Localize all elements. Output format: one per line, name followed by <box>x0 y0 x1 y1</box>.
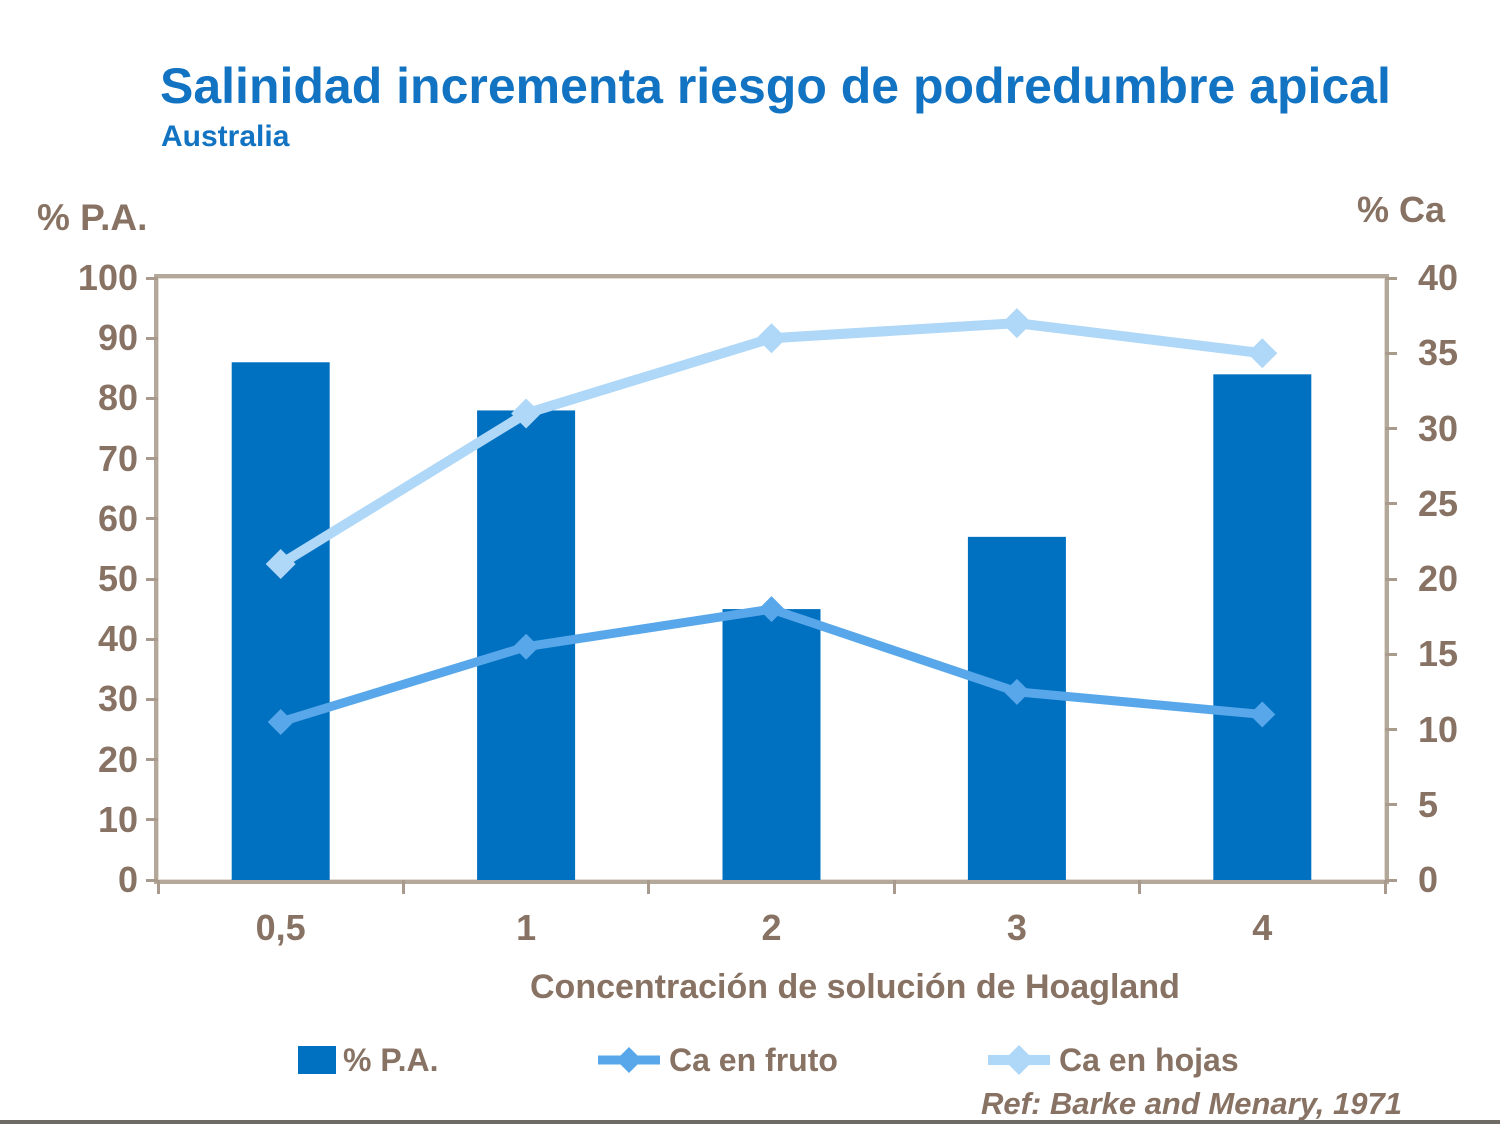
right-tick-30 <box>1385 427 1397 430</box>
left-axis-title: % P.A. <box>37 197 148 238</box>
x-tick-label-4: 4 <box>1252 907 1273 948</box>
left-tick-label-20: 20 <box>97 738 138 780</box>
right-tick-label-0: 0 <box>1418 859 1439 900</box>
x-axis-title: Concentración de solución de Hoagland <box>530 968 1180 1006</box>
left-tick-label-10: 10 <box>97 798 138 840</box>
bar-2 <box>722 609 821 880</box>
slide-title: Salinidad incrementa riesgo de podredumb… <box>160 58 1391 114</box>
x-tick-label-3: 3 <box>1006 907 1027 948</box>
right-tick-10 <box>1385 728 1397 731</box>
left-tick-label-0: 0 <box>117 859 138 900</box>
marker-ca-en-fruto-1 <box>513 633 540 660</box>
right-axis-title: % Ca <box>1357 189 1446 230</box>
right-tick-0 <box>1385 878 1397 882</box>
legend-diamond-icon-ca-en-hojas <box>1004 1045 1034 1075</box>
x-tick-3 <box>892 880 896 894</box>
marker-ca-en-fruto-4 <box>1249 701 1276 728</box>
left-tick-label-70: 70 <box>97 437 138 479</box>
right-tick-label-20: 20 <box>1418 558 1459 599</box>
right-tick-15 <box>1385 652 1397 656</box>
marker-ca-en-fruto-0,5 <box>267 708 294 735</box>
left-tick-label-90: 90 <box>97 317 138 359</box>
x-tick-2 <box>647 880 651 894</box>
legend-item-ca-en-hojas: Ca en hojas <box>986 1040 1239 1080</box>
left-tick-30 <box>146 697 158 701</box>
legend-item-ca-en-fruto: Ca en fruto <box>596 1040 838 1080</box>
bar-0,5 <box>231 362 330 880</box>
x-tick-label-1: 1 <box>516 907 537 948</box>
right-tick-35 <box>1385 351 1397 355</box>
marker-ca-en-hojas-3 <box>1001 308 1032 339</box>
marker-ca-en-fruto-3 <box>1003 678 1030 705</box>
left-tick-0 <box>146 878 158 882</box>
legend-item--p-a-: % P.A. <box>298 1040 438 1080</box>
slide-subtitle: Australia <box>161 120 290 153</box>
right-tick-label-25: 25 <box>1418 482 1459 524</box>
left-tick-label-60: 60 <box>97 497 138 539</box>
right-tick-label-10: 10 <box>1418 708 1459 750</box>
left-tick-label-80: 80 <box>97 377 138 419</box>
left-tick-50 <box>146 577 158 581</box>
right-tick-label-30: 30 <box>1418 407 1459 449</box>
marker-ca-en-fruto-2 <box>758 596 785 623</box>
left-tick-60 <box>146 517 158 521</box>
x-tick-1 <box>401 880 405 894</box>
marker-ca-en-hojas-4 <box>1247 338 1278 369</box>
left-tick-label-50: 50 <box>97 558 138 599</box>
bar-4 <box>1213 374 1312 880</box>
right-tick-5 <box>1385 803 1397 807</box>
x-tick-label-2: 2 <box>761 907 782 948</box>
left-tick-20 <box>146 758 158 762</box>
right-tick-label-40: 40 <box>1418 257 1459 298</box>
left-tick-70 <box>146 457 158 461</box>
legend-diamond-icon-ca-en-fruto <box>616 1047 642 1073</box>
left-tick-100 <box>146 276 158 280</box>
right-tick-label-5: 5 <box>1418 783 1439 825</box>
left-tick-label-30: 30 <box>97 678 138 720</box>
right-tick-40 <box>1385 276 1397 280</box>
left-tick-label-40: 40 <box>97 618 138 660</box>
right-tick-label-15: 15 <box>1418 633 1459 675</box>
left-tick-label-100: 100 <box>77 257 138 298</box>
bar-3 <box>967 536 1066 880</box>
left-tick-80 <box>146 396 158 400</box>
left-tick-10 <box>146 818 158 822</box>
legend-line-marker-ca-en-fruto <box>598 1047 660 1073</box>
x-tick-5 <box>1383 880 1387 894</box>
x-tick-4 <box>1138 880 1142 894</box>
legend-line-marker-ca-en-hojas <box>988 1045 1050 1075</box>
right-tick-25 <box>1385 502 1397 506</box>
line-ca-en-hojas <box>278 318 1263 569</box>
x-tick-label-0,5: 0,5 <box>255 907 306 948</box>
left-tick-90 <box>146 336 158 340</box>
legend-label-ca-en-hojas: Ca en hojas <box>1059 1041 1239 1078</box>
chart-canvas <box>231 308 1312 880</box>
legend-bar-swatch--p-a- <box>298 1046 336 1074</box>
legend-label--p-a-: % P.A. <box>343 1041 439 1078</box>
marker-ca-en-hojas-0,5 <box>265 548 296 579</box>
right-tick-20 <box>1385 577 1397 581</box>
bottom-rule-divider <box>0 1120 1500 1124</box>
reference-text: Ref: Barke and Menary, 1971 <box>981 1086 1402 1121</box>
marker-ca-en-hojas-2 <box>756 323 787 354</box>
legend-label-ca-en-fruto: Ca en fruto <box>669 1041 838 1078</box>
right-tick-label-35: 35 <box>1418 332 1459 374</box>
x-tick-0 <box>156 880 160 894</box>
left-tick-40 <box>146 637 158 641</box>
